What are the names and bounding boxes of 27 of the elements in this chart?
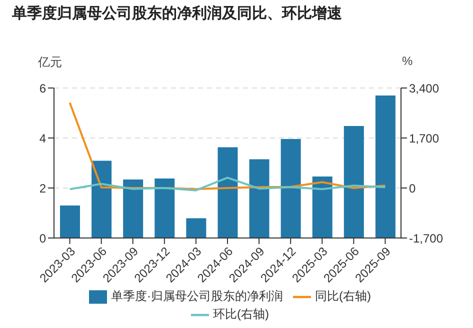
y-axis-title: 亿元 (38, 54, 62, 71)
y2-axis-title: % (402, 54, 413, 68)
bar (249, 159, 270, 238)
y2-tick-label: 1,700 (409, 131, 440, 146)
y-tick-label: 0 (39, 231, 46, 246)
bar (123, 180, 144, 238)
y2-tick-label: 0 (409, 181, 416, 196)
bar (186, 218, 206, 238)
bar (344, 126, 364, 238)
bar (92, 160, 112, 238)
y2-tick-label: 3,400 (409, 81, 440, 96)
bar (375, 96, 396, 238)
legend-label: 环比(右轴) (213, 307, 269, 322)
y-tick-label: 6 (39, 81, 46, 96)
line-series (68, 176, 386, 192)
bar (60, 206, 80, 238)
line-series (68, 102, 386, 190)
y-tick-label: 2 (39, 181, 46, 196)
bar (218, 147, 238, 238)
y2-tick-label: -1,700 (409, 231, 444, 246)
chart-title: 单季度归属母公司股东的净利润及同比、环比增速 (12, 4, 342, 23)
y-tick-label: 4 (39, 131, 46, 146)
legend-label: 同比(右轴) (315, 289, 371, 304)
bar (154, 178, 175, 238)
legend-label: 单季度·归属母公司股东的净利润 (111, 289, 283, 304)
bar (280, 139, 301, 238)
bar (312, 176, 332, 238)
